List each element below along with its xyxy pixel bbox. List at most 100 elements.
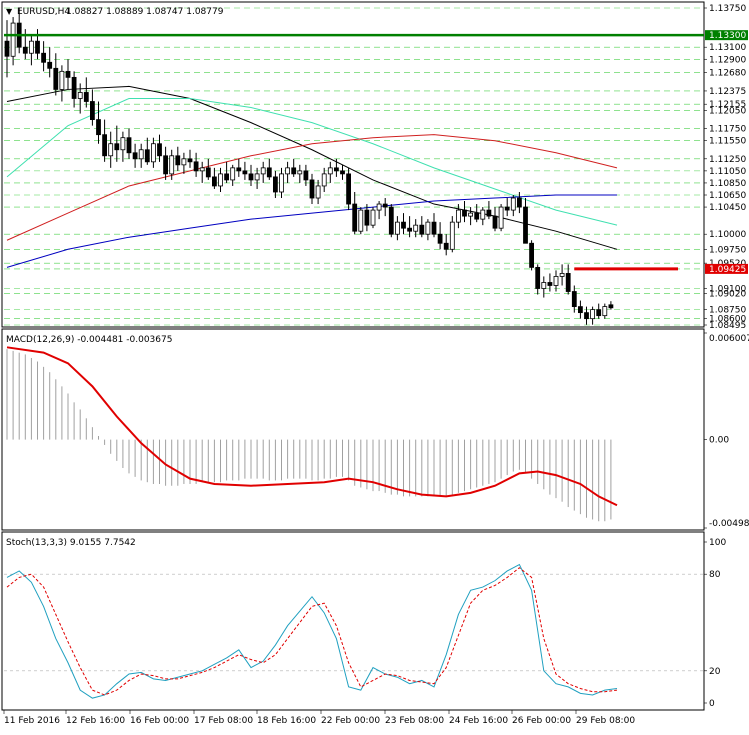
price-tick-label: 1.09425 — [709, 265, 746, 275]
candle-bear — [608, 304, 614, 309]
candle-bull — [230, 167, 236, 181]
candle-bear — [346, 173, 352, 205]
time-tick-label: 22 Feb 00:00 — [321, 716, 380, 726]
macd-signal-line — [6, 346, 618, 507]
candle-bull — [260, 167, 266, 175]
candle-bear — [419, 224, 425, 235]
candle-bear — [83, 92, 89, 102]
candle-bear — [333, 167, 339, 172]
candle-bull — [394, 221, 400, 235]
candle-bear — [535, 266, 541, 289]
stoch-panel — [1, 531, 705, 711]
stoch-levels — [4, 573, 704, 672]
candle-bear — [529, 242, 534, 268]
price-tick-label: 1.13300 — [709, 31, 746, 41]
candle-bear — [504, 206, 510, 211]
candle-bear — [474, 212, 480, 220]
candle-bull — [59, 70, 65, 90]
candle-bear — [523, 206, 528, 244]
candle-bear — [547, 282, 553, 286]
candle-bear — [248, 173, 254, 181]
candle-bear — [431, 221, 437, 235]
time-tick-label: 12 Feb 16:00 — [66, 716, 125, 726]
candle-bull — [602, 306, 608, 317]
candle-bear — [35, 40, 40, 54]
candle-bull — [449, 221, 455, 250]
candle-bull — [510, 197, 516, 211]
candle-bear — [462, 209, 467, 217]
moving-average-black — [6, 85, 618, 250]
stoch-tick-label: 100 — [709, 538, 726, 548]
candle-bear — [157, 143, 162, 157]
macd-tick-label: 0.00 — [709, 436, 729, 446]
candle-bull — [321, 173, 327, 187]
macd-tick-label: -0.004981 — [709, 519, 749, 529]
candle-bear — [163, 155, 169, 175]
candle-bear — [578, 306, 583, 314]
candle-bull — [327, 167, 333, 175]
candle-bull — [108, 143, 114, 157]
candle-bear — [340, 170, 345, 175]
price-tick-label: 1.11050 — [709, 167, 746, 177]
macd-histogram — [6, 349, 612, 522]
candle-bull — [285, 167, 291, 175]
price-tick-label: 1.10850 — [709, 179, 746, 189]
candle-bull — [468, 212, 474, 217]
candle-bull — [425, 221, 431, 235]
price-tick-label: 1.13100 — [709, 43, 746, 53]
candle-bear — [71, 76, 77, 99]
price-tick-label: 1.10000 — [709, 230, 746, 240]
price-tick-label: 1.11550 — [709, 137, 746, 147]
candle-bear — [401, 221, 406, 229]
price-tick-label: 1.12155 — [709, 100, 746, 110]
candle-bear — [205, 167, 211, 178]
candle-bear — [132, 152, 138, 160]
time-tick-label: 16 Feb 00:00 — [130, 716, 189, 726]
stoch-lines — [6, 563, 618, 699]
candle-bull — [358, 209, 364, 232]
price-tick-label: 1.08495 — [709, 321, 746, 331]
price-tick-label: 1.11750 — [709, 125, 746, 135]
chart-ohlc: 1.08827 1.08889 1.08747 1.08779 — [66, 7, 224, 17]
candle-bull — [199, 167, 205, 172]
candle-bear — [364, 209, 370, 226]
candle-bull — [254, 173, 260, 181]
time-tick-label: 11 Feb 2016 — [4, 716, 60, 726]
candle-bear — [272, 176, 278, 193]
price-panel — [1, 1, 705, 328]
moving-average-blue — [6, 194, 617, 268]
stoch-tick-label: 0 — [709, 699, 715, 709]
price-label-highlight — [705, 30, 748, 41]
price-tick-label: 1.09750 — [709, 245, 746, 255]
candle-bear — [407, 227, 413, 232]
candles — [4, 8, 614, 325]
candle-bull — [28, 40, 34, 54]
macd-tick-label: 0.006007 — [709, 334, 749, 344]
horizontal-levels[interactable] — [4, 33, 704, 271]
candle-bear — [309, 179, 315, 199]
time-tick-label: 17 Feb 08:00 — [194, 716, 253, 726]
candle-bear — [584, 312, 589, 320]
moving-average-red — [6, 134, 618, 241]
candle-bull — [218, 173, 223, 187]
candle-bull — [553, 276, 559, 286]
stoch-tick-label: 80 — [709, 570, 721, 580]
price-tick-label: 1.12050 — [709, 107, 746, 117]
price-tick-label: 1.10450 — [709, 203, 746, 213]
candle-bear — [352, 203, 358, 232]
candle-bull — [279, 173, 284, 193]
candle-bull — [120, 137, 126, 151]
candle-bear — [96, 119, 101, 136]
candle-bear — [565, 273, 571, 292]
macd-title: MACD(12,26,9) -0.004481 -0.003675 — [6, 335, 172, 345]
candle-bull — [370, 209, 376, 226]
candle-bear — [144, 149, 150, 163]
candle-bear — [388, 206, 394, 235]
candle-bear — [303, 170, 309, 181]
candle-bear — [443, 242, 449, 250]
time-tick-label: 24 Feb 16:00 — [449, 716, 508, 726]
candle-bull — [77, 92, 83, 99]
chart-symbol: EURUSD,H4 — [17, 7, 70, 17]
